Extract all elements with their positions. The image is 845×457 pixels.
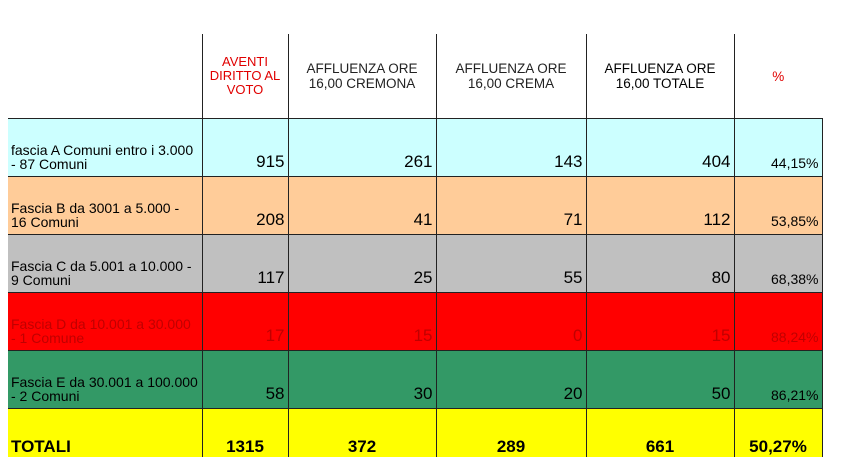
cell-percent: 68,38% <box>734 235 822 293</box>
cell-crema: 71 <box>436 177 586 235</box>
cell-percent: 86,21% <box>734 351 822 409</box>
cell-aventi: 17 <box>202 293 288 351</box>
cell-percent: 44,15% <box>734 119 822 177</box>
row-label: Fascia B da 3001 a 5.000 - 16 Comuni <box>8 177 202 235</box>
cell-aventi: 58 <box>202 351 288 409</box>
total-crema: 289 <box>436 409 586 457</box>
row-label: Fascia D da 10.001 a 30.000 - 1 Comune <box>8 293 202 351</box>
total-totale: 661 <box>586 409 734 457</box>
header-percent: % <box>734 34 822 119</box>
cell-cremona: 41 <box>288 177 436 235</box>
total-cremona: 372 <box>288 409 436 457</box>
cell-percent: 53,85% <box>734 177 822 235</box>
header-empty-cell <box>8 34 202 119</box>
header-row: AVENTI DIRITTO AL VOTO AFFLUENZA ORE 16,… <box>8 34 822 119</box>
total-aventi: 1315 <box>202 409 288 457</box>
cell-crema: 55 <box>436 235 586 293</box>
totals-label: TOTALI <box>8 409 202 457</box>
row-label: Fascia E da 30.001 a 100.000 - 2 Comuni <box>8 351 202 409</box>
cell-totale: 112 <box>586 177 734 235</box>
cell-cremona: 15 <box>288 293 436 351</box>
cell-cremona: 30 <box>288 351 436 409</box>
header-totale: AFFLUENZA ORE 16,00 TOTALE <box>586 34 734 119</box>
table-row: Fascia E da 30.001 a 100.000 - 2 Comuni … <box>8 351 822 409</box>
cell-aventi: 208 <box>202 177 288 235</box>
table-row: Fascia B da 3001 a 5.000 - 16 Comuni 208… <box>8 177 822 235</box>
cell-totale: 80 <box>586 235 734 293</box>
cell-totale: 15 <box>586 293 734 351</box>
row-label: Fascia C da 5.001 a 10.000 - 9 Comuni <box>8 235 202 293</box>
cell-cremona: 261 <box>288 119 436 177</box>
table-row: fascia A Comuni entro i 3.000 - 87 Comun… <box>8 119 822 177</box>
header-aventi: AVENTI DIRITTO AL VOTO <box>202 34 288 119</box>
cell-crema: 143 <box>436 119 586 177</box>
cell-aventi: 117 <box>202 235 288 293</box>
cell-crema: 0 <box>436 293 586 351</box>
totals-row: TOTALI 1315 372 289 661 50,27% <box>8 409 822 457</box>
cell-cremona: 25 <box>288 235 436 293</box>
cell-aventi: 915 <box>202 119 288 177</box>
table-row: Fascia C da 5.001 a 10.000 - 9 Comuni 11… <box>8 235 822 293</box>
total-percent: 50,27% <box>734 409 822 457</box>
cell-percent: 88,24% <box>734 293 822 351</box>
cell-totale: 50 <box>586 351 734 409</box>
header-cremona: AFFLUENZA ORE 16,00 CREMONA <box>288 34 436 119</box>
table-row: Fascia D da 10.001 a 30.000 - 1 Comune 1… <box>8 293 822 351</box>
cell-totale: 404 <box>586 119 734 177</box>
header-crema: AFFLUENZA ORE 16,00 CREMA <box>436 34 586 119</box>
row-label: fascia A Comuni entro i 3.000 - 87 Comun… <box>8 119 202 177</box>
turnout-table: AVENTI DIRITTO AL VOTO AFFLUENZA ORE 16,… <box>8 34 823 457</box>
cell-crema: 20 <box>436 351 586 409</box>
